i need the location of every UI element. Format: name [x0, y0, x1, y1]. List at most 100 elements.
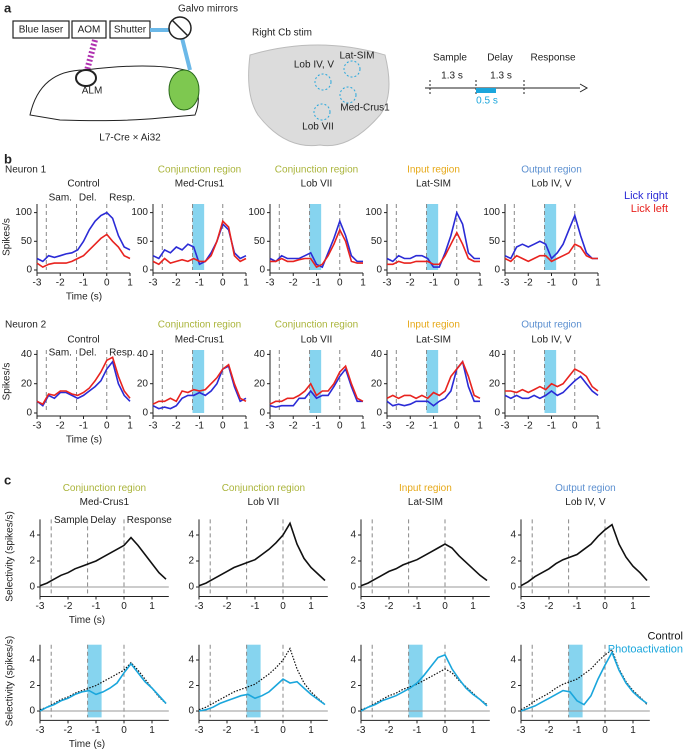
y-tick-label: 40 [254, 349, 266, 360]
x-tick-label: 1 [595, 421, 601, 432]
chart-title: Med-Crus1 [175, 179, 225, 190]
x-tick-label: 0 [337, 278, 343, 289]
x-tick-label: 1 [595, 278, 601, 289]
epoch-label: Delay [90, 515, 116, 526]
x-tick-label: 1 [149, 601, 155, 612]
region-label: Conjunction region [275, 165, 358, 176]
series-line [360, 653, 488, 712]
x-tick-label: -3 [517, 725, 526, 736]
region-label: Conjunction region [222, 483, 305, 494]
x-tick-label: -3 [517, 601, 526, 612]
y-tick-label: 20 [254, 378, 266, 389]
x-tick-label: -3 [383, 278, 392, 289]
x-tick-label: 1 [127, 278, 133, 289]
site [314, 73, 332, 91]
y-tick-label: 4 [510, 530, 516, 541]
x-tick-label: 1 [127, 421, 133, 432]
x-tick-label: 1 [630, 601, 636, 612]
stim-window [544, 350, 557, 413]
y-tick-label: 40 [489, 349, 501, 360]
x-axis-label: Time (s) [69, 615, 105, 626]
galvo [171, 19, 189, 37]
x-tick-label: 0 [104, 421, 110, 432]
x-tick-label: 0 [280, 725, 286, 736]
chart-title: Lob IV, V [565, 497, 606, 508]
x-tick-label: -2 [385, 601, 394, 612]
y-tick-label: 2 [188, 680, 194, 691]
row-label: Neuron 1 [5, 165, 47, 176]
region-label: Input region [399, 483, 452, 494]
x-tick-label: -1 [312, 421, 321, 432]
x-tick-label: -1 [547, 421, 556, 432]
y-tick-label: 20 [371, 378, 383, 389]
series-line [36, 359, 131, 407]
x-tick-label: -3 [357, 725, 366, 736]
stim-window [408, 644, 423, 718]
x-tick-label: -2 [385, 725, 394, 736]
series-line [386, 360, 481, 400]
x-tick-label: 0 [572, 421, 578, 432]
series-line [270, 227, 363, 269]
x-tick-label: 1 [630, 725, 636, 736]
stim-window [426, 350, 439, 413]
series-line [269, 218, 363, 269]
x-tick-label: -1 [79, 278, 88, 289]
x-tick-label: -1 [312, 278, 321, 289]
label: L7-Cre × Ai32 [99, 133, 161, 144]
x-tick-label: 1 [470, 725, 476, 736]
region-label: Conjunction region [158, 320, 241, 331]
x-tick-label: -3 [383, 421, 392, 432]
y-tick-label: 0 [494, 265, 500, 276]
label: Lob VII [302, 122, 334, 133]
chart-title: Lat-SIM [416, 179, 451, 190]
aom-box [71, 20, 107, 39]
series-line [198, 521, 326, 587]
series-line [520, 650, 648, 712]
y-axis-label: Selectivity (spikes/s) [5, 511, 16, 602]
series-line [504, 213, 598, 260]
x-tick-label: 1 [360, 421, 366, 432]
panel-label: c [4, 472, 11, 487]
x-tick-label: 0 [602, 601, 608, 612]
y-tick-label: 0 [259, 265, 265, 276]
stim-bar [476, 88, 496, 93]
series-line [269, 367, 363, 408]
x-tick-label: -3 [36, 725, 45, 736]
chart-title: Lob IV, V [531, 179, 572, 190]
y-tick-label: 0 [29, 706, 35, 717]
stim-window [426, 204, 439, 270]
x-tick-label: -1 [195, 278, 204, 289]
y-axis-label: Selectivity (spikes/s) [5, 636, 16, 727]
x-tick-label: -2 [406, 421, 415, 432]
y-tick-label: 2 [188, 556, 194, 567]
y-tick-label: 100 [15, 207, 32, 218]
chart-title: Lob IV, V [531, 335, 572, 346]
legend-entry: Lick right [624, 190, 668, 202]
y-tick-label: 40 [21, 349, 33, 360]
x-tick-label: -1 [251, 725, 260, 736]
x-tick-label: -2 [64, 601, 73, 612]
y-tick-label: 40 [371, 349, 383, 360]
label: 1.3 s [490, 71, 512, 82]
legend-entry: Photoactivation [608, 644, 683, 656]
epoch-label: Response [127, 515, 172, 526]
x-axis-label: Time (s) [66, 435, 102, 446]
series-line [504, 243, 598, 263]
x-tick-label: 1 [149, 725, 155, 736]
epoch-label: Del. [79, 348, 97, 359]
region-label: Conjunction region [158, 165, 241, 176]
series-line [39, 662, 167, 712]
y-tick-label: 2 [350, 680, 356, 691]
series-line [36, 356, 131, 406]
cerebellum-image [248, 44, 390, 147]
x-tick-label: -3 [195, 725, 204, 736]
x-tick-label: -1 [79, 421, 88, 432]
x-tick-label: -2 [223, 725, 232, 736]
stim-window [544, 204, 557, 270]
y-tick-label: 4 [188, 530, 194, 541]
chart-title: Med-Crus1 [80, 497, 130, 508]
y-tick-label: 4 [29, 655, 35, 666]
y-tick-label: 0 [26, 265, 32, 276]
epoch-label: Resp. [109, 193, 135, 204]
y-tick-label: 0 [350, 582, 356, 593]
